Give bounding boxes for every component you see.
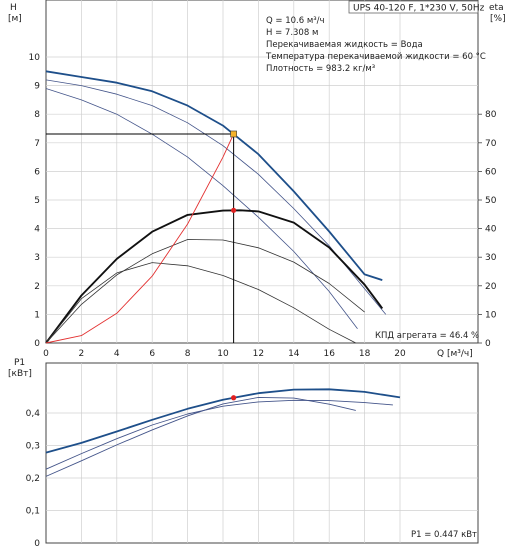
eta-curve-2-line [45,239,365,344]
info-line: Плотность = 983.2 кг/м³ [266,64,375,74]
x-tick-label: 4 [114,349,120,359]
p1-y-tick-label: 0,4 [26,409,41,419]
y2-axis-label-eta-line2: [%] [490,14,506,24]
y-tick-label: 0 [34,339,40,349]
x-tick-label: 0 [43,349,49,359]
y2-tick-label: 10 [485,310,497,320]
y-tick-label: 4 [34,225,40,235]
p1-y-tick-label: 0,2 [26,474,40,484]
x-axis-label: Q [м³/ч] [437,349,473,359]
axis-labels: H [м] eta [%] Q [м³/ч] P1 [кВт] [8,3,506,379]
y2-tick-label: 70 [485,139,497,149]
efficiency-point-marker [231,207,237,213]
y-axis-label-p1-line1: P1 [14,358,25,368]
y-tick-label: 1 [34,310,40,320]
p1-y-tick-label: 0,1 [26,507,40,517]
p1-y-tick-label: 0 [34,539,40,549]
chart-title: UPS 40-120 F, 1*230 V, 50Hz [353,4,485,14]
y2-tick-label: 30 [485,253,497,263]
y-tick-label: 2 [34,282,40,292]
duty-point-marker [230,130,237,138]
eta-curve-3-line [45,262,356,344]
efficiency-label: КПД агрегата = 46.4 % [375,331,479,341]
y-tick-label: 8 [34,110,40,120]
info-line: Перекачиваемая жидкость = Вода [266,40,423,50]
p1-y-tick-label: 0,3 [26,442,40,452]
x-tick-label: 2 [79,349,85,359]
y2-tick-label: 50 [485,196,497,206]
p1-max-line [45,388,401,454]
info-line: H = 7.308 м [266,28,318,38]
head-curve-3-line [45,88,358,329]
y-tick-label: 6 [34,167,40,177]
y2-tick-label: 0 [485,339,491,349]
p1-curve-3-line [45,396,356,477]
power-point-marker [231,395,237,401]
y2-tick-label: 40 [485,225,497,235]
x-tick-label: 18 [359,349,371,359]
system-curve-line [45,133,235,344]
y-tick-label: 9 [34,82,40,92]
power-plot: 0 0,1 0,2 0,3 0,4 [26,362,479,549]
title-box: UPS 40-120 F, 1*230 V, 50Hz [348,0,485,14]
x-tick-label: 20 [394,349,406,359]
info-line: Q = 10.6 м³/ч [266,16,325,26]
power-label: P1 = 0.447 кВт [411,530,477,540]
y2-tick-label: 60 [485,167,497,177]
x-tick-label: 12 [253,349,264,359]
y-axis-label-h-line1: H [10,3,17,13]
head-plot: 0 2 4 6 8 10 12 14 16 18 2001234567891001020304050… [29,0,497,359]
y-tick-label: 5 [34,196,40,206]
y2-tick-label: 80 [485,110,497,120]
info-annotations: Q = 10.6 м³/ч H = 7.308 м Перекачиваемая… [265,16,486,540]
x-tick-label: 16 [323,349,335,359]
y-axis-label-h-line2: [м] [8,14,22,24]
y-tick-label: 7 [34,139,40,149]
y-tick-label: 10 [29,53,41,63]
power-plot-frame [45,362,479,544]
y-axis-label-p1-line2: [кВт] [8,369,32,379]
y2-axis-label-eta-line1: eta [489,3,504,13]
head-max-line [45,70,383,281]
x-tick-label: 14 [288,349,300,359]
p1-curve-2-line [45,399,393,470]
y-tick-label: 3 [34,253,40,263]
x-tick-label: 8 [185,349,191,359]
info-line: Температура перекачиваемой жидкости = 60… [265,52,486,62]
x-tick-label: 6 [149,349,155,359]
x-tick-label: 10 [217,349,229,359]
y2-tick-label: 20 [485,282,497,292]
